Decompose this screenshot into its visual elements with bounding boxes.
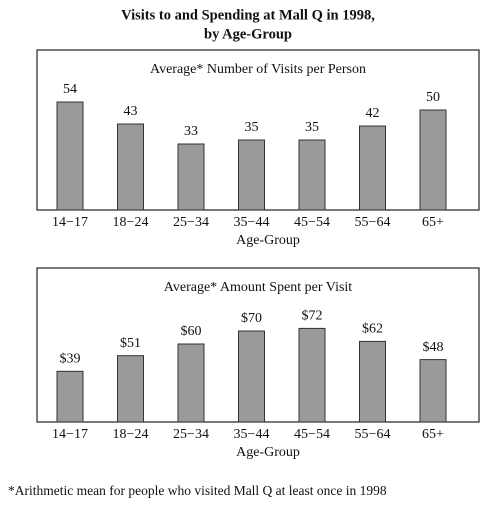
chart-title: Average* Amount Spent per Visit [164,280,353,295]
bar [238,139,265,211]
x-tick-label: 18−24 [113,427,149,442]
bar [56,101,84,211]
x-tick-label: 55−64 [355,427,391,442]
footnote: *Arithmetic mean for people who visited … [8,483,387,498]
bar [117,355,144,423]
value-label: $72 [302,309,323,324]
bar [359,125,386,211]
bar [56,370,84,423]
bar [359,340,386,423]
x-tick-label: 14−17 [52,427,88,442]
value-label: 35 [245,120,259,135]
bar [238,330,265,423]
value-label: 35 [305,120,319,135]
bar [419,359,447,423]
x-tick-label: 25−34 [173,215,209,230]
value-label: $51 [120,336,141,351]
value-label: 43 [124,104,138,119]
x-axis-label: Age-Group [236,233,300,248]
x-tick-label: 65+ [422,427,444,442]
x-tick-label: 65+ [422,215,444,230]
x-tick-label: 25−34 [173,427,209,442]
bar [298,327,326,423]
chart-title: Average* Number of Visits per Person [150,62,366,77]
value-label: $60 [181,324,202,339]
value-label: 42 [366,106,380,121]
value-label: 54 [63,82,77,97]
bar [177,343,205,423]
x-tick-label: 35−44 [234,427,270,442]
page-subtitle: by Age-Group [204,26,292,42]
x-tick-label: 55−64 [355,215,391,230]
x-axis-label: Age-Group [236,445,300,460]
x-tick-label: 45−54 [294,215,330,230]
page-title: Visits to and Spending at Mall Q in 1998… [121,7,375,23]
value-label: $39 [60,352,81,367]
value-label: 50 [426,90,440,105]
bar [117,123,144,211]
value-label: 33 [184,124,198,139]
bar [298,139,326,211]
x-tick-label: 45−54 [294,427,330,442]
x-tick-label: 35−44 [234,215,270,230]
bar [419,109,447,211]
value-label: $62 [362,322,383,337]
bar [177,143,205,211]
x-tick-label: 14−17 [52,215,88,230]
x-tick-label: 18−24 [113,215,149,230]
value-label: $48 [423,340,444,355]
value-label: $70 [241,311,262,326]
